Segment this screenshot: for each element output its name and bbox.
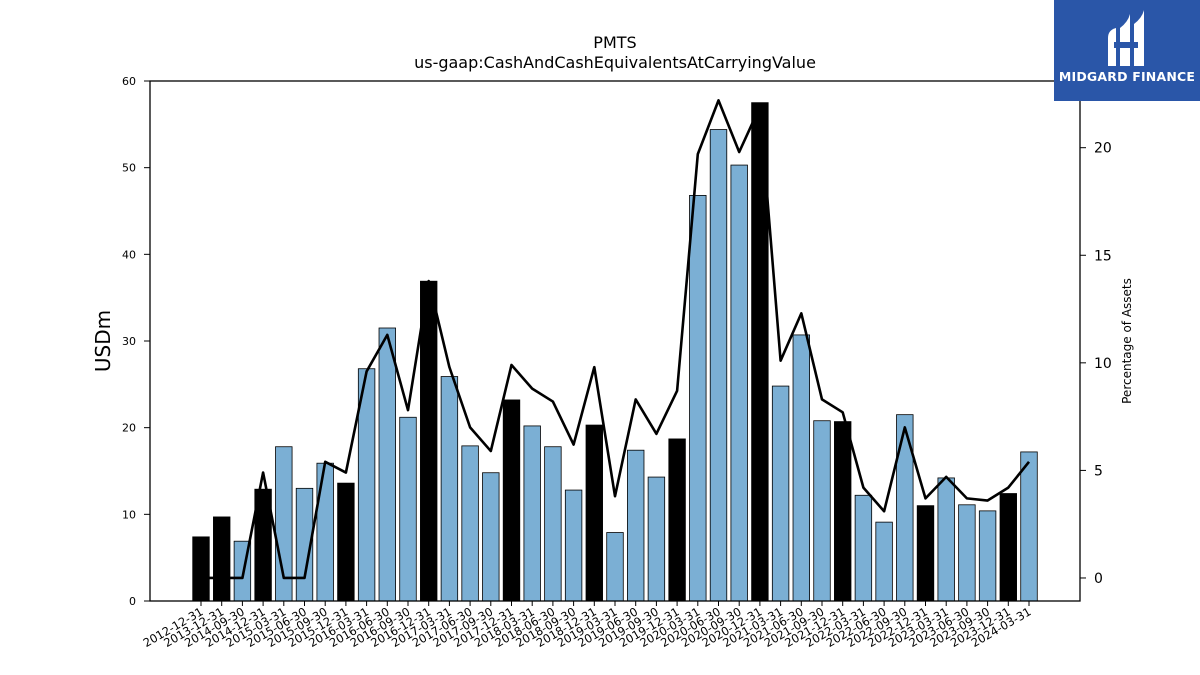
bar-2017-09-30 [482, 472, 500, 602]
bar-2017-12-31 [502, 399, 521, 602]
y2-axis-label: Percentage of Assets [1120, 278, 1134, 404]
bar-2017-03-31 [440, 376, 459, 602]
y-tick-label: 0 [129, 595, 136, 608]
bar-2020-09-30 [730, 164, 748, 602]
y2-tick-label: 0 [1094, 571, 1103, 587]
brand-logo: MIDGARD FINANCE [1054, 0, 1200, 101]
bar-2021-09-30 [813, 420, 831, 602]
bar-2022-12-31 [916, 505, 935, 602]
bar-2023-03-31 [937, 477, 955, 602]
bar-2023-09-30 [978, 510, 997, 602]
bar-2016-06-30 [378, 327, 396, 602]
bar-2019-03-31 [606, 532, 624, 602]
y-tick-label: 30 [122, 335, 136, 348]
bar-2018-03-31 [523, 425, 541, 602]
y-tick-label: 10 [122, 508, 136, 521]
bar-2021-03-31 [771, 385, 790, 602]
bar-2021-06-30 [792, 334, 810, 602]
right-axis-ticks: 0 5 10 15 20 [1080, 141, 1112, 587]
percentage-line [201, 99, 1031, 580]
bar-2018-09-30 [564, 489, 583, 602]
logo-mark-icon [1108, 10, 1144, 66]
bar-2023-12-31 [999, 493, 1017, 602]
bar-2016-12-31 [420, 280, 438, 602]
y-tick-label: 20 [122, 422, 136, 435]
y-tick-label: 60 [122, 75, 136, 88]
bar-2017-06-30 [461, 445, 479, 602]
y-tick-label: 40 [122, 248, 136, 261]
y2-tick-label: 15 [1094, 248, 1112, 264]
bar-2019-12-31 [668, 438, 686, 602]
chart-title: PMTS [593, 33, 636, 52]
y2-tick-label: 10 [1094, 356, 1112, 372]
bar-2020-03-31 [689, 194, 707, 602]
bar-2015-09-30 [316, 462, 334, 602]
bar-2019-09-30 [647, 476, 666, 602]
y2-tick-label: 20 [1094, 141, 1112, 157]
bar-2022-03-31 [854, 494, 873, 602]
bar-2022-06-30 [875, 521, 893, 602]
y-tick-label: 50 [122, 162, 136, 175]
bar-2020-06-30 [709, 129, 728, 602]
y2-tick-label: 5 [1094, 463, 1103, 479]
bar-2015-12-31 [337, 482, 355, 602]
chart-subtitle: us-gaap:CashAndCashEquivalentsAtCarrying… [414, 53, 816, 72]
bar-2018-06-30 [544, 446, 562, 602]
bar-2023-06-30 [958, 504, 976, 602]
x-axis-ticks: 2012-12-312013-12-312014-09-302014-12-31… [141, 601, 1034, 650]
y-axis-label: USDm [91, 310, 115, 372]
bar-group [192, 102, 1038, 602]
bar-2012-12-31 [192, 536, 210, 602]
bar-2013-12-31 [213, 516, 231, 602]
logo-text: MIDGARD FINANCE [1058, 69, 1196, 84]
bar-2016-09-30 [399, 416, 417, 602]
bar-2024-03-31 [1020, 451, 1038, 602]
bar-2019-06-30 [627, 449, 645, 602]
bar-2021-12-31 [834, 421, 852, 602]
bar-2018-12-31 [585, 424, 603, 602]
left-axis-ticks: 0 10 20 30 40 50 60 [122, 75, 150, 608]
